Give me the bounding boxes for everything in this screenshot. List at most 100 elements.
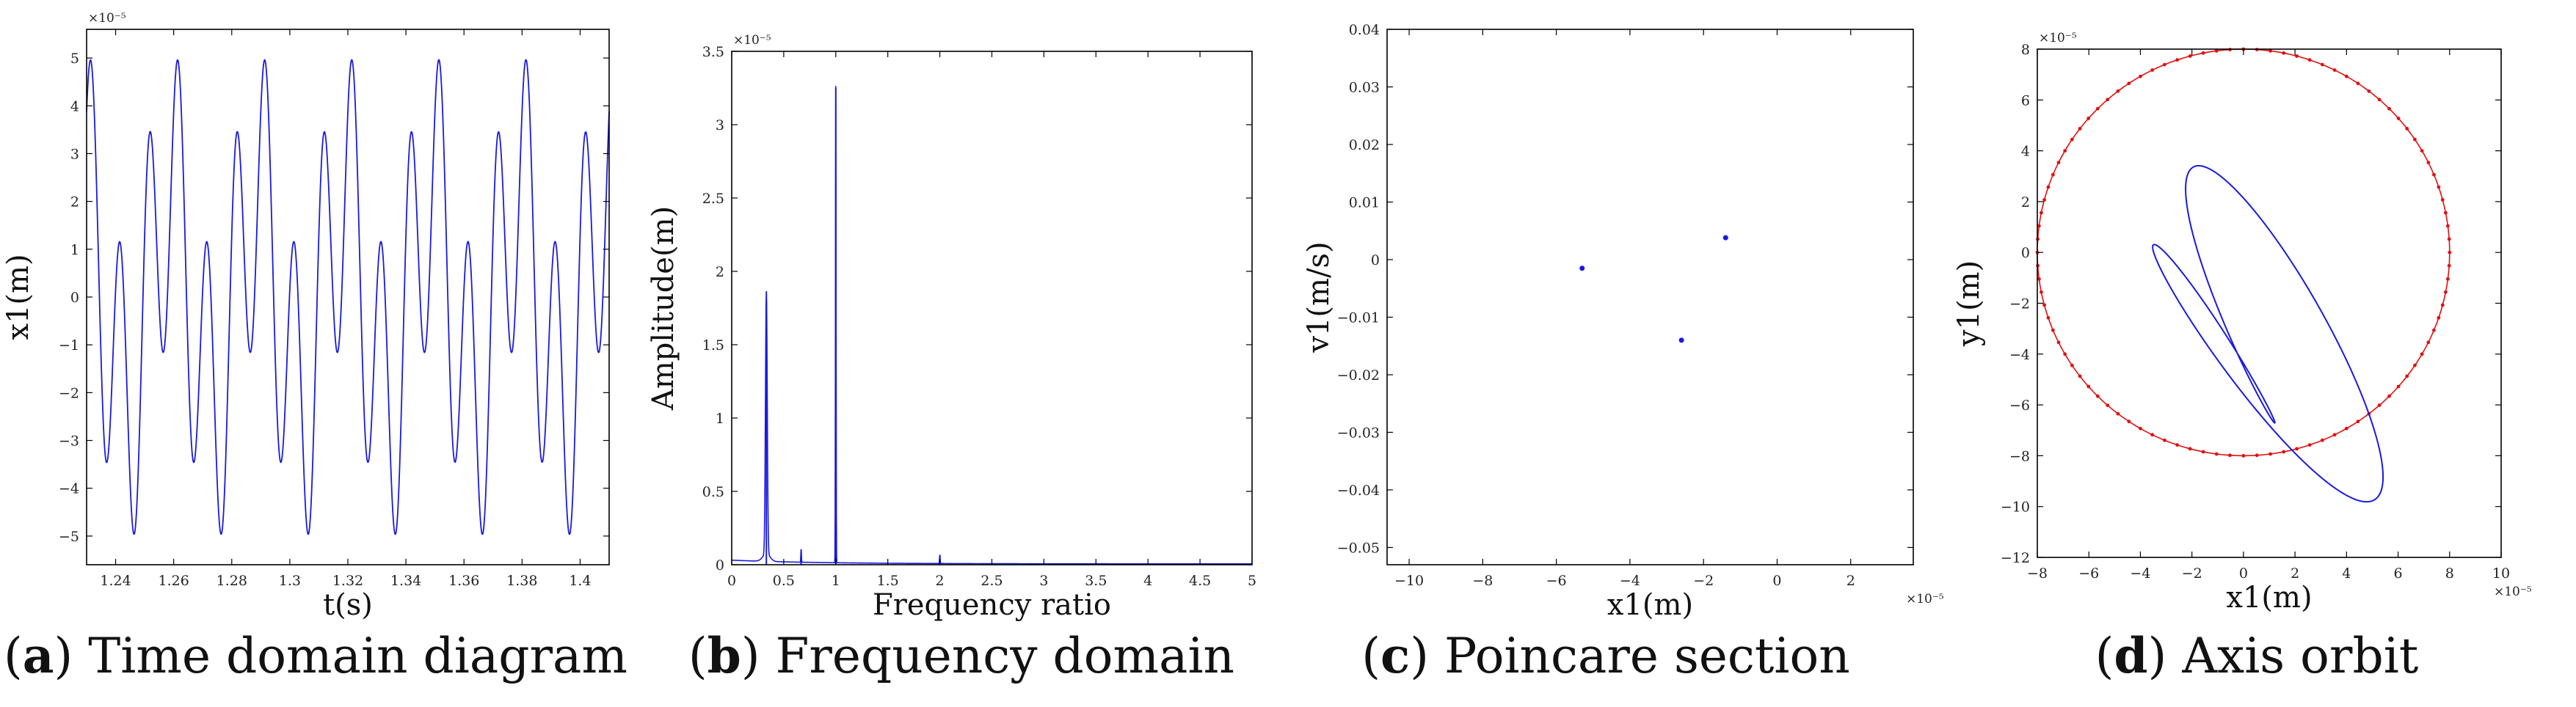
x-tick-label: 6 [2394,565,2403,582]
axes-frame [1386,29,1914,565]
x-tick-label: 0 [727,573,736,589]
circle-marker [2056,161,2061,164]
x-tick-label: 1.26 [159,573,189,589]
plot-area [2035,47,2452,503]
circle-marker [2332,433,2337,437]
circle-marker [2139,74,2142,78]
x-tick-label: 5 [1248,573,1256,589]
circle-marker [2078,374,2082,378]
x-axis-label: x1(m) [1607,588,1693,622]
x-tick-label: 8 [2445,565,2454,582]
circle-marker [2437,315,2441,320]
circle-marker [2426,340,2431,345]
circle-marker [2431,172,2436,177]
circle-marker [2150,433,2155,437]
x-tick-label: −8 [1472,573,1493,589]
x-tick-label: −4 [2130,565,2150,582]
y-axis-label: Amplitude(m) [647,206,680,411]
y-tick-label: 0 [70,290,79,306]
circle-marker [2056,340,2061,345]
caption-d: (d) Axis orbit [2095,627,2419,684]
x-tick-label: 0 [2239,565,2248,582]
x-tick-label: −6 [1546,573,1567,589]
x-tick-label: −6 [2078,565,2099,582]
circle-marker [2440,303,2445,307]
circle-marker [2320,438,2324,442]
circle-marker [2367,89,2371,93]
circle-marker [2188,447,2192,451]
x-tick-label: 1 [832,573,840,589]
circle-marker [2307,58,2312,62]
circle-marker [2268,452,2272,456]
circle-marker [2042,303,2046,307]
axes-frame [731,51,1253,565]
circle-marker [2282,51,2286,55]
y-tick-label: −0.03 [1337,425,1380,441]
circle-marker [2387,394,2391,398]
y-tick-label: −12 [2001,550,2030,566]
caption-c: (c) Poincare section [1361,627,1850,684]
circle-marker [2282,450,2286,454]
y-scale-label: ×10⁻⁵ [733,33,771,48]
circle-marker [2241,454,2246,458]
y-tick-label: 0.03 [1349,79,1380,95]
panel-c-poincare-section: −10 −8 −6 −4 −2 0 2 −0.05 −0.04 −0.03 −0.02 −0.01 0 0… [1302,22,1944,622]
circle-marker [2042,198,2046,202]
y-tick-label: 0 [716,557,724,574]
y-scale-label: ×10⁻⁵ [2039,31,2077,45]
x-tick-label: 4.5 [1189,573,1211,589]
circle-marker [2448,250,2452,254]
circle-marker [2039,290,2043,294]
y-tick-label: −0.02 [1337,367,1380,384]
circle-marker [2175,443,2180,447]
circle-marker [2086,384,2091,389]
circle-marker [2046,185,2051,189]
circle-marker [2295,54,2299,58]
y-tick-label: −3 [59,433,79,450]
caption-b: (b) Frequency domain [688,627,1235,684]
circle-marker [2037,224,2041,228]
circle-marker [2426,161,2431,164]
circle-marker [2116,89,2120,93]
circle-marker [2046,315,2051,320]
circle-marker [2413,363,2417,367]
x-tick-label: −8 [2027,565,2048,582]
circle-marker [2051,328,2055,332]
series-line [731,86,1252,565]
x-scale-label: ×10⁻⁵ [2494,585,2532,599]
y-tick-label: −2 [2009,296,2030,312]
y-tick-label: −6 [2009,398,2030,414]
x-tick-label: 10 [2492,565,2510,582]
circle-marker [2188,54,2192,58]
circle-marker [2437,185,2441,189]
circle-marker [2127,420,2131,424]
plot-area [731,86,1252,565]
circle-marker [2445,276,2450,281]
x-tick-label: 1.32 [332,573,363,589]
y-tick-label: −0.04 [1337,483,1380,499]
x-tick-label: 0.5 [773,573,795,589]
x-tick-label: 2 [2291,565,2299,582]
panel-b-frequency-domain: 0 0.5 1 1.5 2 2.5 3 3.5 4 4.5 5 0 0.5 1 1.5 2 2.5 3 3.5 ×10… [647,33,1256,622]
y-tick-label: 4 [70,98,79,114]
circle-marker [2214,48,2219,53]
x-axis-label: x1(m) [2226,581,2312,615]
circle-marker [2377,403,2382,408]
x-tick-label: 1.34 [390,573,421,589]
circle-marker [2162,62,2166,67]
circle-marker [2431,328,2436,332]
circle-marker [2139,426,2142,431]
x-tick-label: 2.5 [980,573,1003,589]
circle-marker [2413,137,2417,142]
circle-marker [2295,447,2299,451]
x-tick-label: −10 [1394,573,1424,589]
x-tick-label: 0 [1772,573,1781,589]
y-scale-label: ×10⁻⁵ [88,11,126,26]
poincare-point [1579,265,1585,271]
y-tick-label: 3 [716,117,724,133]
x-tick-label: 1.38 [506,573,537,589]
y-tick-label: 1.5 [702,337,724,354]
circle-marker [2127,81,2131,86]
x-tick-label: 1.5 [877,573,899,589]
circle-marker [2405,374,2409,378]
